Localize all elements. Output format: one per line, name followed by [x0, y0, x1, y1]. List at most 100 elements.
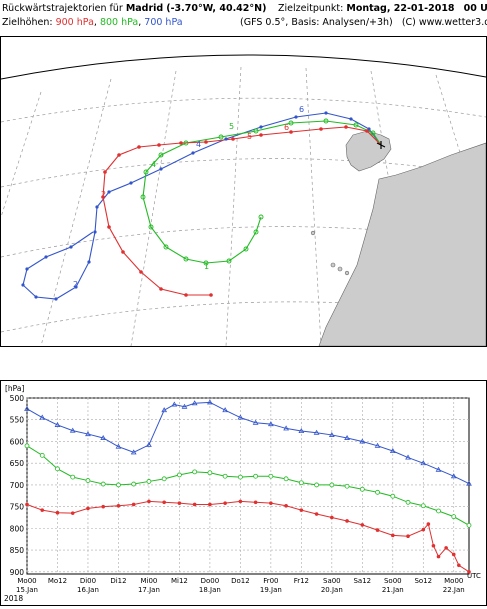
x-tick-label: Sa12: [353, 577, 371, 585]
x-unit-label: UTC: [467, 572, 481, 580]
series-900-point: [147, 499, 151, 504]
trajectory-900: [102, 126, 382, 296]
map-label-700-4: 4: [196, 140, 201, 149]
series-700-point: [24, 405, 30, 411]
date-label: 21.Jan: [382, 586, 404, 594]
series-900-point: [223, 501, 227, 505]
series-700-point: [466, 480, 472, 486]
y-tick-label: 500: [10, 394, 25, 403]
series-900-point: [101, 504, 106, 509]
x-tick-labels: Mo00 Mo12 Di00 Di12 Mi00 Mi12 Do00 Do12 Fr00 Fr12…: [16, 577, 465, 594]
series-900-point: [208, 502, 212, 507]
series-800-point: [177, 472, 182, 478]
map-label-900-5: 5: [247, 132, 252, 141]
header-line-1: Rückwärtstrajektorien für Madrid (-3.70°…: [2, 3, 266, 14]
series-800-point: [390, 493, 396, 499]
model-info-block: (GFS 0.5°, Basis: Analysen/+3h) (C) www.…: [240, 17, 487, 28]
series-800-point: [405, 499, 411, 505]
series-800-point: [253, 473, 259, 479]
header-line-2: Zielhöhen: 900 hPa, 800 hPa, 700 hPa: [2, 17, 183, 28]
series-700-point: [130, 449, 137, 455]
series-900-point: [192, 502, 197, 507]
pressure-chart-panel: [hPa] UTC 2018 500 550 600 650 700 750 800 850 9…: [0, 380, 487, 606]
series-900-point: [269, 501, 273, 505]
series-900-point: [421, 527, 426, 532]
date-label: 15.Jan: [16, 586, 38, 594]
x-tick-label: Fr12: [294, 577, 309, 585]
series-700-point: [161, 407, 168, 413]
series-700-point: [100, 434, 107, 440]
y-tick-label: 750: [10, 503, 25, 512]
model-info: (GFS 0.5°, Basis: Analysen/+3h): [240, 17, 393, 28]
series-700-point: [420, 460, 427, 466]
y-tick-label: 900: [10, 568, 25, 577]
target-time-block: Zielzeitpunkt: Montag, 22-01-2018 00 UTC: [278, 3, 487, 14]
x-tick-label: Mi12: [171, 577, 188, 585]
date-label: 19.Jan: [260, 586, 282, 594]
series-700-point: [222, 407, 229, 413]
series-900-point: [345, 519, 349, 523]
plot-frame: [26, 397, 470, 575]
map-label-700-2: 2: [73, 280, 78, 289]
location-name: Madrid: [125, 3, 164, 14]
series-800-point: [329, 482, 335, 488]
series-700-point: [207, 399, 213, 405]
map-day-labels: 6 4 2 5 4 1 6 5 2: [73, 105, 304, 289]
map-label-700-6: 6: [299, 105, 304, 114]
series-700-point: [283, 425, 289, 431]
x-tick-label: Do12: [231, 577, 250, 585]
y-tick-label: 550: [10, 416, 25, 425]
series-800-point: [70, 474, 76, 480]
series-800-point: [359, 486, 365, 492]
series-800-point: [55, 466, 60, 472]
location-coords: (-3.70°W, 40.42°N): [166, 3, 267, 14]
x-tick-label: Di12: [110, 577, 126, 585]
year-label: 2018: [4, 594, 23, 603]
series-800-point: [161, 476, 167, 482]
series-900-point: [55, 510, 60, 515]
y-unit-label: [hPa]: [5, 384, 24, 393]
y-tick-label: 800: [10, 524, 25, 533]
date-label: 17.Jan: [138, 586, 160, 594]
y-tick-label: 850: [10, 546, 25, 555]
land-masses: [310, 130, 486, 346]
x-tick-label: Fr00: [263, 577, 278, 585]
target-utc: 00 UTC: [463, 3, 487, 14]
series-700-point: [69, 427, 76, 433]
series-800-point: [207, 470, 213, 476]
x-tick-label: So00: [384, 577, 402, 585]
map-label-800-1: 1: [204, 262, 209, 271]
x-tick-label: Mo00: [444, 577, 463, 585]
series-900-point: [314, 512, 319, 516]
series-700-point: [181, 403, 188, 409]
series-800-point: [24, 443, 30, 449]
series-900-point: [451, 552, 456, 557]
series-900-point: [330, 515, 334, 520]
series-900-point: [86, 506, 90, 511]
pressure-chart: [hPa] UTC 2018 500 550 600 650 700 750 800 850 9…: [4, 384, 481, 603]
copyright: (C) www.wetter3.de: [401, 17, 487, 28]
series-800-point: [192, 469, 198, 475]
series-700-point: [171, 401, 178, 407]
map-markers-900: [101, 125, 369, 297]
series-800-point: [283, 476, 289, 482]
series-900-point: [360, 523, 365, 527]
series-900-point: [406, 534, 410, 538]
series-900-point: [426, 522, 431, 526]
series-800-point: [116, 482, 121, 488]
series-800-point: [344, 483, 350, 489]
series-700-point: [115, 443, 122, 449]
level-900-label: 900 hPa: [55, 17, 94, 28]
trajectory-map-svg: 6 4 2 5 4 1 6 5 2: [1, 37, 486, 346]
level-800-label: 800 hPa: [99, 17, 139, 28]
series-700-point: [298, 428, 305, 434]
x-tick-label: Mi00: [140, 577, 157, 585]
series-800-point: [268, 473, 274, 479]
series-800-point: [100, 481, 106, 487]
series-800-point: [375, 489, 380, 495]
date-label: 22.Jan: [443, 586, 465, 594]
series-900-point: [375, 528, 380, 532]
levels-label: Zielhöhen:: [2, 17, 53, 28]
map-markers-700: [21, 111, 371, 301]
series-line-0: [26, 500, 470, 573]
